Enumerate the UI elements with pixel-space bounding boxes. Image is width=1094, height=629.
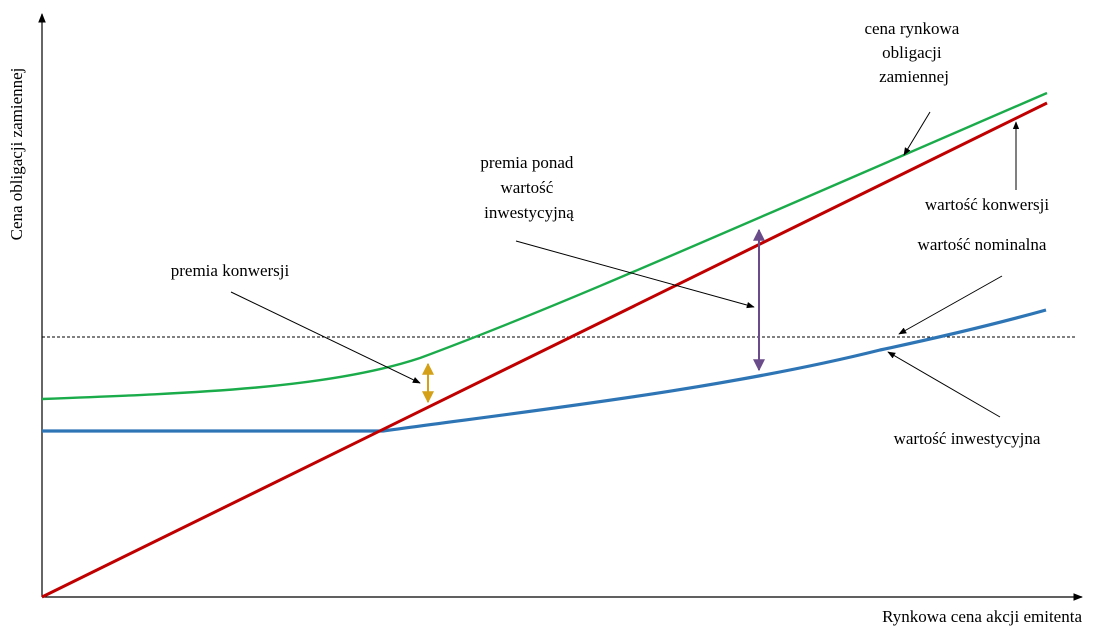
investment-value-curve xyxy=(42,308,1047,433)
market-price-leader xyxy=(903,111,931,156)
face-value-label-line: wartość nominalna xyxy=(918,235,1047,254)
investment-value-label-line: wartość inwestycyjna xyxy=(894,429,1041,448)
conversion-value-line xyxy=(41,101,1048,599)
x-axis-label: Rynkowa cena akcji emitenta xyxy=(882,607,1082,626)
face-value-label: wartość nominalna xyxy=(918,235,1047,254)
market-price-label-line: zamiennej xyxy=(879,67,949,86)
conversion-value-label-line: wartość konwersji xyxy=(925,195,1049,214)
market-price-label: cena rynkowa obligacji zamiennej xyxy=(864,19,963,86)
conversion-premium-leader xyxy=(230,291,421,384)
investment-premium-label: premia ponad wartość inwestycyjną xyxy=(480,153,577,222)
investment-value-label: wartość inwestycyjna xyxy=(894,429,1041,448)
investment-value-leader xyxy=(887,351,1001,418)
investment-premium-label-line: inwestycyjną xyxy=(484,203,574,222)
y-axis-label: Cena obligacji zamiennej xyxy=(7,68,26,241)
investment-premium-leader xyxy=(515,240,755,309)
conversion-premium-label: premia konwersji xyxy=(171,261,290,280)
market-price-label-line: cena rynkowa xyxy=(864,19,959,38)
investment-premium-label-line: premia ponad xyxy=(480,153,573,172)
conversion-premium-label-line: premia konwersji xyxy=(171,261,290,280)
conversion-value-label: wartość konwersji xyxy=(925,195,1049,214)
investment-premium-label-line: wartość xyxy=(500,178,553,197)
face-value-leader xyxy=(898,275,1003,335)
market-price-label-line: obligacji xyxy=(882,43,942,62)
market-price-curve xyxy=(41,91,1048,401)
